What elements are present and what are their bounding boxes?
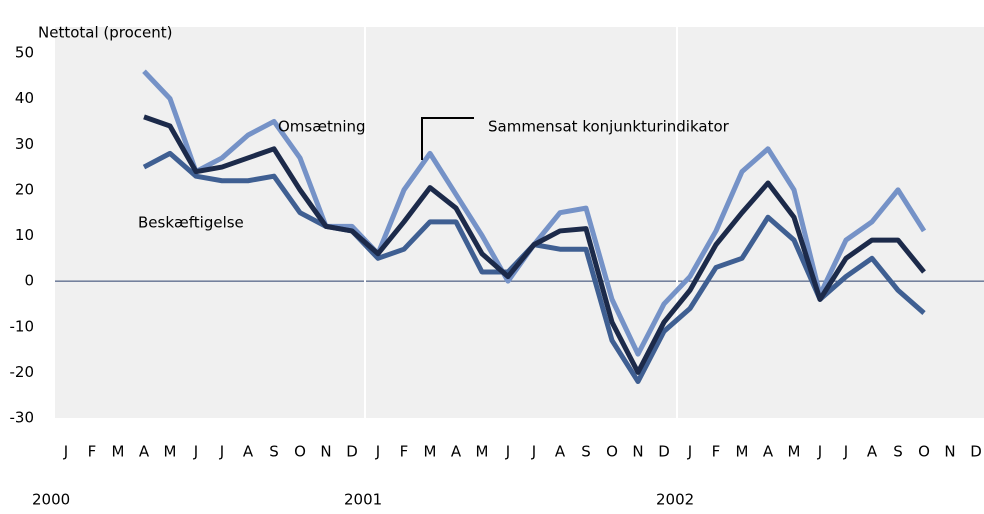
y-tick-label: -30 [10,409,35,427]
x-tick-label: M [476,443,489,461]
series-label: Sammensat konjunkturindikator [488,118,730,136]
x-tick-label: D [970,443,982,461]
x-tick-label: M [164,443,177,461]
x-tick-label: O [606,443,618,461]
x-tick-label: N [944,443,955,461]
leader-line [421,117,474,160]
x-tick-label: M [112,443,125,461]
x-tick-label: A [763,443,774,461]
x-tick-label: F [712,443,721,461]
series-label: Omsætning [278,118,366,136]
x-tick-label: J [219,443,224,461]
x-tick-label: D [346,443,358,461]
x-tick-label: F [88,443,97,461]
x-tick-label: D [658,443,670,461]
x-tick-label: J [687,443,692,461]
y-tick-label: 50 [15,44,34,62]
x-tick-label: N [320,443,331,461]
x-tick-label: S [893,443,903,461]
year-label: 2002 [656,491,694,509]
x-tick-label: M [424,443,437,461]
x-tick-label: M [788,443,801,461]
x-tick-label: S [269,443,279,461]
year-label: 2000 [32,491,70,509]
plot-background [55,27,984,418]
x-tick-label: F [400,443,409,461]
x-tick-label: M [736,443,749,461]
series-line [143,114,926,375]
y-tick-label: -10 [10,317,35,335]
x-tick-label: A [243,443,254,461]
x-tick-label: J [63,443,68,461]
y-tick-label: 20 [15,180,34,198]
x-tick-label: N [632,443,643,461]
x-tick-label: O [918,443,930,461]
x-tick-label: J [843,443,848,461]
y-tick-label: -20 [10,363,35,381]
series-label: Beskæftigelse [138,214,244,232]
y-axis-label: Nettotal (procent) [38,24,173,42]
x-tick-label: A [451,443,462,461]
x-tick-label: J [505,443,510,461]
x-tick-label: A [555,443,566,461]
x-tick-label: S [581,443,591,461]
x-tick-label: A [139,443,150,461]
year-label: 2001 [344,491,382,509]
x-tick-label: J [375,443,380,461]
y-tick-label: 30 [15,135,34,153]
y-tick-label: 0 [24,272,34,290]
x-tick-label: O [294,443,306,461]
x-tick-label: J [531,443,536,461]
x-tick-label: J [193,443,198,461]
x-tick-label: J [817,443,822,461]
y-tick-label: 40 [15,89,34,107]
x-tick-label: A [867,443,878,461]
y-tick-label: 10 [15,226,34,244]
